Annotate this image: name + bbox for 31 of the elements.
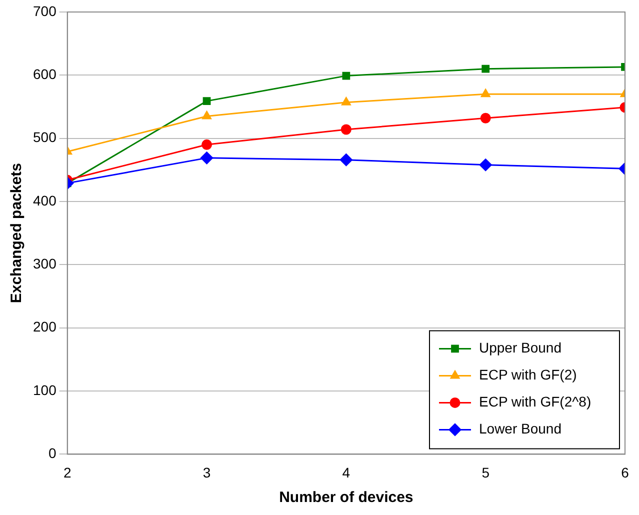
x-tick-label: 6 xyxy=(621,464,630,480)
point xyxy=(200,152,214,164)
y-tick-label: 0 xyxy=(48,445,57,462)
legend-label: ECP with GF(2^8) xyxy=(479,394,592,410)
point xyxy=(342,72,350,80)
point xyxy=(202,110,212,120)
x-axis-title: Number of devices xyxy=(279,489,414,506)
y-tick-label: 500 xyxy=(33,129,57,146)
y-tick-label: 200 xyxy=(33,318,57,335)
point xyxy=(340,124,352,135)
y-axis-title: Exchanged packets xyxy=(8,163,26,304)
x-tick-label: 4 xyxy=(342,464,350,480)
x-tick-label: 3 xyxy=(202,464,211,480)
legend-label: Lower Bound xyxy=(479,420,562,437)
y-tick-label: 300 xyxy=(33,256,57,272)
x-tick-label: 2 xyxy=(63,464,72,480)
point xyxy=(342,97,351,106)
point xyxy=(340,154,352,166)
y-tick-label: 700 xyxy=(33,2,57,19)
point xyxy=(202,97,211,106)
y-tick-label: 100 xyxy=(33,382,57,398)
point xyxy=(482,64,490,73)
legend-label: ECP with GF(2) xyxy=(479,366,577,383)
point xyxy=(479,158,492,172)
point xyxy=(480,88,490,98)
point xyxy=(202,139,212,150)
legend-label: Upper Bound xyxy=(479,340,562,356)
y-tick-label: 600 xyxy=(33,66,57,82)
x-tick-label: 5 xyxy=(482,464,490,480)
point xyxy=(480,112,491,124)
y-tick-label: 400 xyxy=(33,192,57,208)
